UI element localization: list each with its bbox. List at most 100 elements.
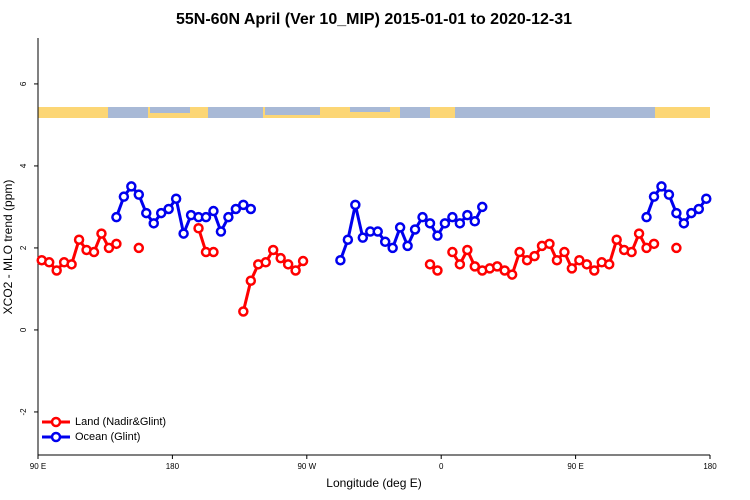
point — [589, 265, 600, 276]
point — [230, 203, 242, 215]
point — [51, 265, 62, 276]
point — [648, 191, 660, 202]
point — [215, 226, 227, 237]
y-tick-label: 2 — [19, 245, 28, 250]
point — [126, 181, 137, 192]
point — [193, 223, 204, 234]
x-tick-label: 90 E — [567, 462, 583, 471]
point — [544, 238, 555, 250]
point — [499, 265, 510, 276]
point — [282, 259, 294, 270]
point — [417, 211, 428, 223]
point — [432, 230, 443, 241]
y-axis-label: XCO2 - MLO trend (ppm) — [1, 180, 15, 315]
x-tick-label: 0 — [439, 462, 444, 471]
point — [506, 269, 518, 280]
x-axis-label: Longitude (deg E) — [326, 476, 421, 490]
point — [574, 254, 585, 266]
point — [43, 257, 55, 268]
point — [208, 205, 219, 217]
point — [693, 203, 705, 215]
point — [424, 259, 436, 270]
point — [469, 261, 481, 272]
point — [297, 255, 309, 267]
point — [402, 240, 413, 252]
point — [424, 218, 436, 229]
x-tick-label: 90 W — [297, 462, 316, 471]
point — [454, 218, 466, 229]
chart-title: 55N-60N April (Ver 10_MIP) 2015-01-01 to… — [176, 11, 572, 28]
point — [462, 244, 473, 256]
point — [238, 199, 249, 211]
point — [641, 211, 652, 223]
y-tick-label: 0 — [19, 327, 28, 332]
point — [96, 228, 107, 239]
point — [447, 211, 458, 223]
point — [88, 246, 100, 258]
point — [178, 228, 189, 239]
point — [648, 238, 660, 250]
point — [521, 254, 533, 266]
point — [447, 246, 458, 258]
point — [641, 242, 652, 254]
point — [290, 265, 301, 276]
point — [208, 246, 219, 258]
y-tick-label: 6 — [19, 81, 28, 86]
point — [514, 246, 525, 258]
point — [245, 203, 257, 215]
x-tick-label: 180 — [166, 462, 180, 471]
point — [350, 199, 361, 211]
point — [155, 207, 167, 219]
y-tick-label: -2 — [19, 408, 28, 416]
point — [477, 201, 488, 213]
y-tick-label: 4 — [19, 163, 28, 168]
point — [626, 246, 637, 258]
point — [686, 207, 697, 219]
point — [260, 257, 271, 268]
point — [633, 228, 645, 239]
point — [357, 232, 369, 243]
point — [409, 224, 421, 235]
point — [656, 181, 667, 192]
point — [133, 242, 145, 254]
point — [701, 193, 712, 204]
point — [163, 203, 174, 215]
point — [335, 254, 346, 266]
point — [66, 259, 77, 270]
point — [133, 189, 145, 200]
point — [611, 234, 622, 245]
point — [671, 242, 682, 254]
x-tick-label: 90 E — [30, 462, 46, 471]
point — [111, 238, 122, 250]
point — [462, 209, 473, 221]
point — [267, 244, 279, 256]
point — [111, 211, 122, 223]
point — [238, 306, 249, 317]
point — [469, 216, 481, 227]
legend-marker — [50, 431, 62, 443]
point — [73, 234, 85, 245]
x-tick-label: 180 — [703, 462, 717, 471]
point — [491, 261, 503, 272]
point — [170, 193, 182, 204]
point — [379, 236, 391, 248]
point — [394, 222, 406, 233]
point — [387, 242, 398, 254]
point — [432, 265, 443, 276]
point — [223, 211, 234, 223]
point — [141, 207, 152, 219]
legend-marker — [50, 416, 62, 428]
point — [581, 259, 593, 270]
point — [342, 234, 354, 245]
point — [671, 207, 682, 219]
point — [245, 275, 257, 286]
point — [275, 252, 286, 264]
legend-label: Land (Nadir&Glint) — [75, 416, 166, 428]
point — [566, 263, 578, 274]
point — [559, 246, 570, 258]
point — [103, 242, 115, 254]
point — [372, 226, 383, 237]
point — [200, 211, 212, 223]
point — [148, 218, 159, 229]
